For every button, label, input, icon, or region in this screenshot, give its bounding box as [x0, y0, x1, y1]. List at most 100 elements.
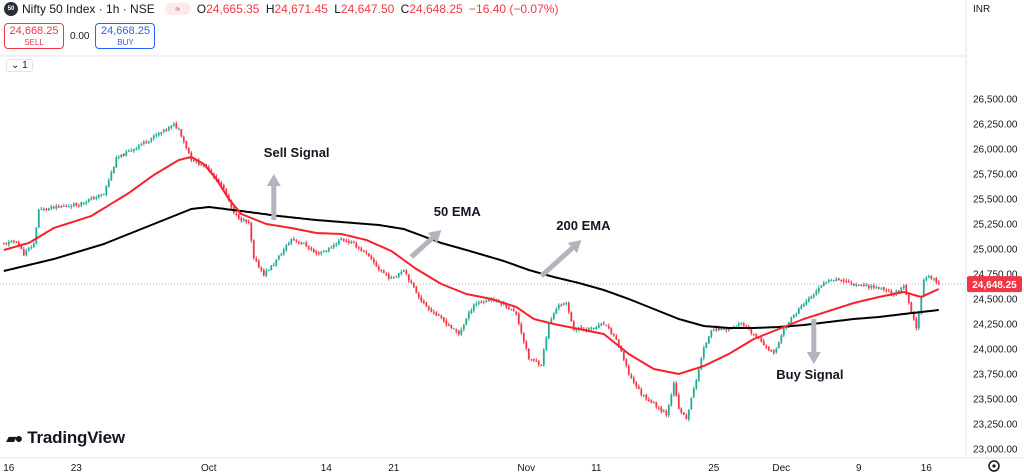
candle [655, 401, 658, 409]
candle [632, 375, 635, 385]
candle [347, 238, 350, 245]
candle [840, 279, 843, 283]
candle [870, 284, 873, 290]
y-tick-label: 23,750.00 [973, 370, 1018, 381]
candle [255, 256, 258, 263]
candle [82, 201, 85, 206]
y-tick-label: 23,500.00 [973, 395, 1018, 406]
x-tick-label: 16 [3, 463, 15, 474]
candle [612, 333, 615, 337]
annotation-arrow [539, 240, 582, 278]
candle [690, 397, 693, 411]
candle [275, 259, 278, 267]
candle [670, 392, 673, 407]
candle [397, 272, 400, 279]
candle [817, 285, 820, 294]
candle [287, 241, 290, 246]
candle [820, 284, 823, 289]
y-tick-label: 24,500.00 [973, 295, 1018, 306]
candle [140, 142, 143, 147]
candle [700, 356, 703, 371]
candle [857, 284, 860, 286]
candle [642, 394, 645, 398]
candle [12, 239, 15, 244]
symbol-title[interactable]: Nifty 50 Index · 1h · NSE [22, 2, 155, 16]
candle [320, 250, 323, 256]
candle [572, 320, 575, 331]
candle [10, 239, 13, 244]
candle [430, 307, 433, 313]
candle [32, 241, 35, 249]
candle [175, 121, 178, 130]
candle [417, 291, 420, 300]
candle [667, 403, 670, 418]
x-tick-label: Dec [772, 463, 790, 474]
candle [810, 295, 813, 300]
candle [622, 350, 625, 362]
candle [115, 155, 118, 169]
candle [292, 236, 295, 241]
candle [407, 273, 410, 283]
candle [842, 277, 845, 284]
candle [382, 269, 385, 274]
candle [837, 277, 840, 281]
candle [167, 125, 170, 132]
candle [652, 400, 655, 404]
candle [590, 326, 593, 332]
y-tick-label: 25,000.00 [973, 245, 1018, 256]
annotation-label: Buy Signal [776, 367, 843, 382]
candle [850, 280, 853, 286]
candle [367, 253, 370, 258]
y-tick-label: 24,000.00 [973, 345, 1018, 356]
candle [222, 183, 225, 190]
candle [687, 409, 690, 422]
candle [177, 127, 180, 131]
candle [547, 322, 550, 340]
candle [402, 269, 405, 273]
indicator-toggle-icon[interactable]: ≈ [164, 3, 191, 15]
ohlc-readout: O24,665.35 H24,671.45 L24,647.50 C24,648… [196, 2, 559, 16]
candle [910, 301, 913, 314]
candle [482, 299, 485, 305]
candle [372, 257, 375, 265]
collapse-indicators-button[interactable]: ⌄ 1 [6, 59, 33, 72]
candle [562, 302, 565, 306]
symbol-badge[interactable]: 50 [4, 2, 18, 16]
candle [865, 282, 868, 287]
sell-button[interactable]: 24,668.25 SELL [4, 23, 64, 49]
candle [802, 302, 805, 308]
candle [852, 283, 855, 287]
candle [262, 268, 265, 277]
tradingview-logo[interactable]: ▰● TradingView [6, 428, 125, 448]
annotation-arrow [806, 319, 821, 364]
chart-header: 50 Nifty 50 Index · 1h · NSE ≈ O24,665.3… [4, 2, 561, 16]
candle [767, 345, 770, 352]
candle [565, 301, 568, 306]
candle [412, 282, 415, 289]
candle [247, 219, 250, 225]
candle [220, 180, 223, 186]
candle [437, 313, 440, 317]
candle [762, 338, 765, 346]
candle [522, 332, 525, 344]
candle [300, 241, 303, 245]
x-tick-label: 11 [591, 463, 602, 474]
buy-button[interactable]: 24,668.25 BUY [95, 23, 156, 49]
settings-icon[interactable] [988, 460, 1000, 472]
candle [85, 200, 88, 206]
candle [2, 242, 5, 245]
candle [695, 378, 698, 391]
candle [280, 252, 283, 257]
y-tick-label: 25,500.00 [973, 195, 1018, 206]
candle [332, 242, 335, 250]
currency-label[interactable]: INR [973, 4, 991, 15]
candle [342, 238, 345, 243]
candle [15, 240, 18, 244]
candle [775, 347, 778, 354]
candle [822, 280, 825, 287]
candle [647, 397, 650, 402]
candle [862, 282, 865, 287]
candle [922, 278, 925, 298]
candle [245, 219, 248, 225]
